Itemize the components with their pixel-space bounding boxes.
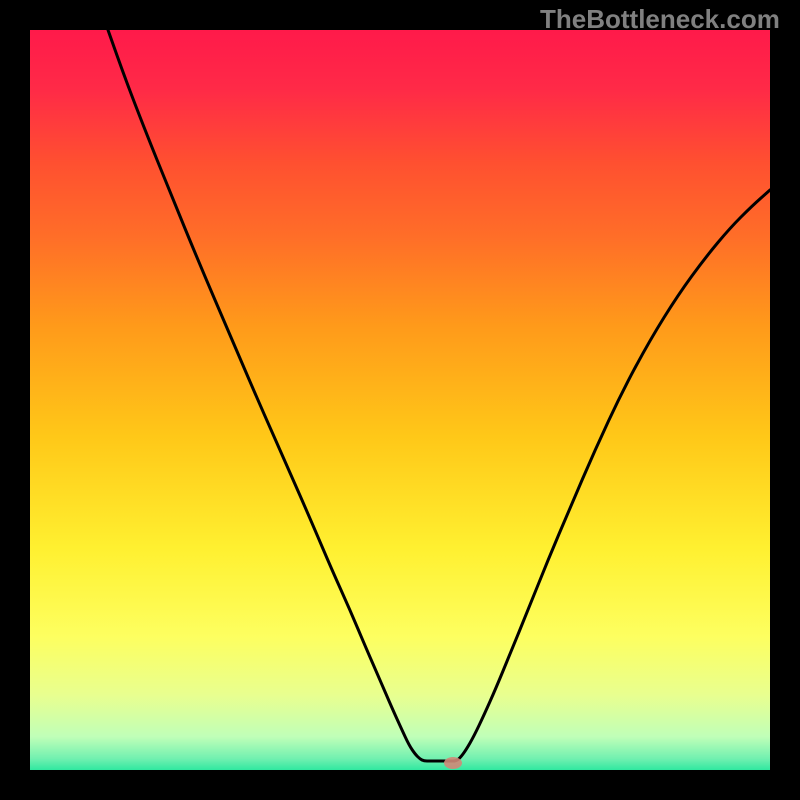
chart-container: TheBottleneck.com xyxy=(0,0,800,800)
gradient-background xyxy=(30,30,770,770)
plot-svg xyxy=(30,30,770,770)
optimum-marker xyxy=(444,757,462,769)
plot-area xyxy=(30,30,770,770)
